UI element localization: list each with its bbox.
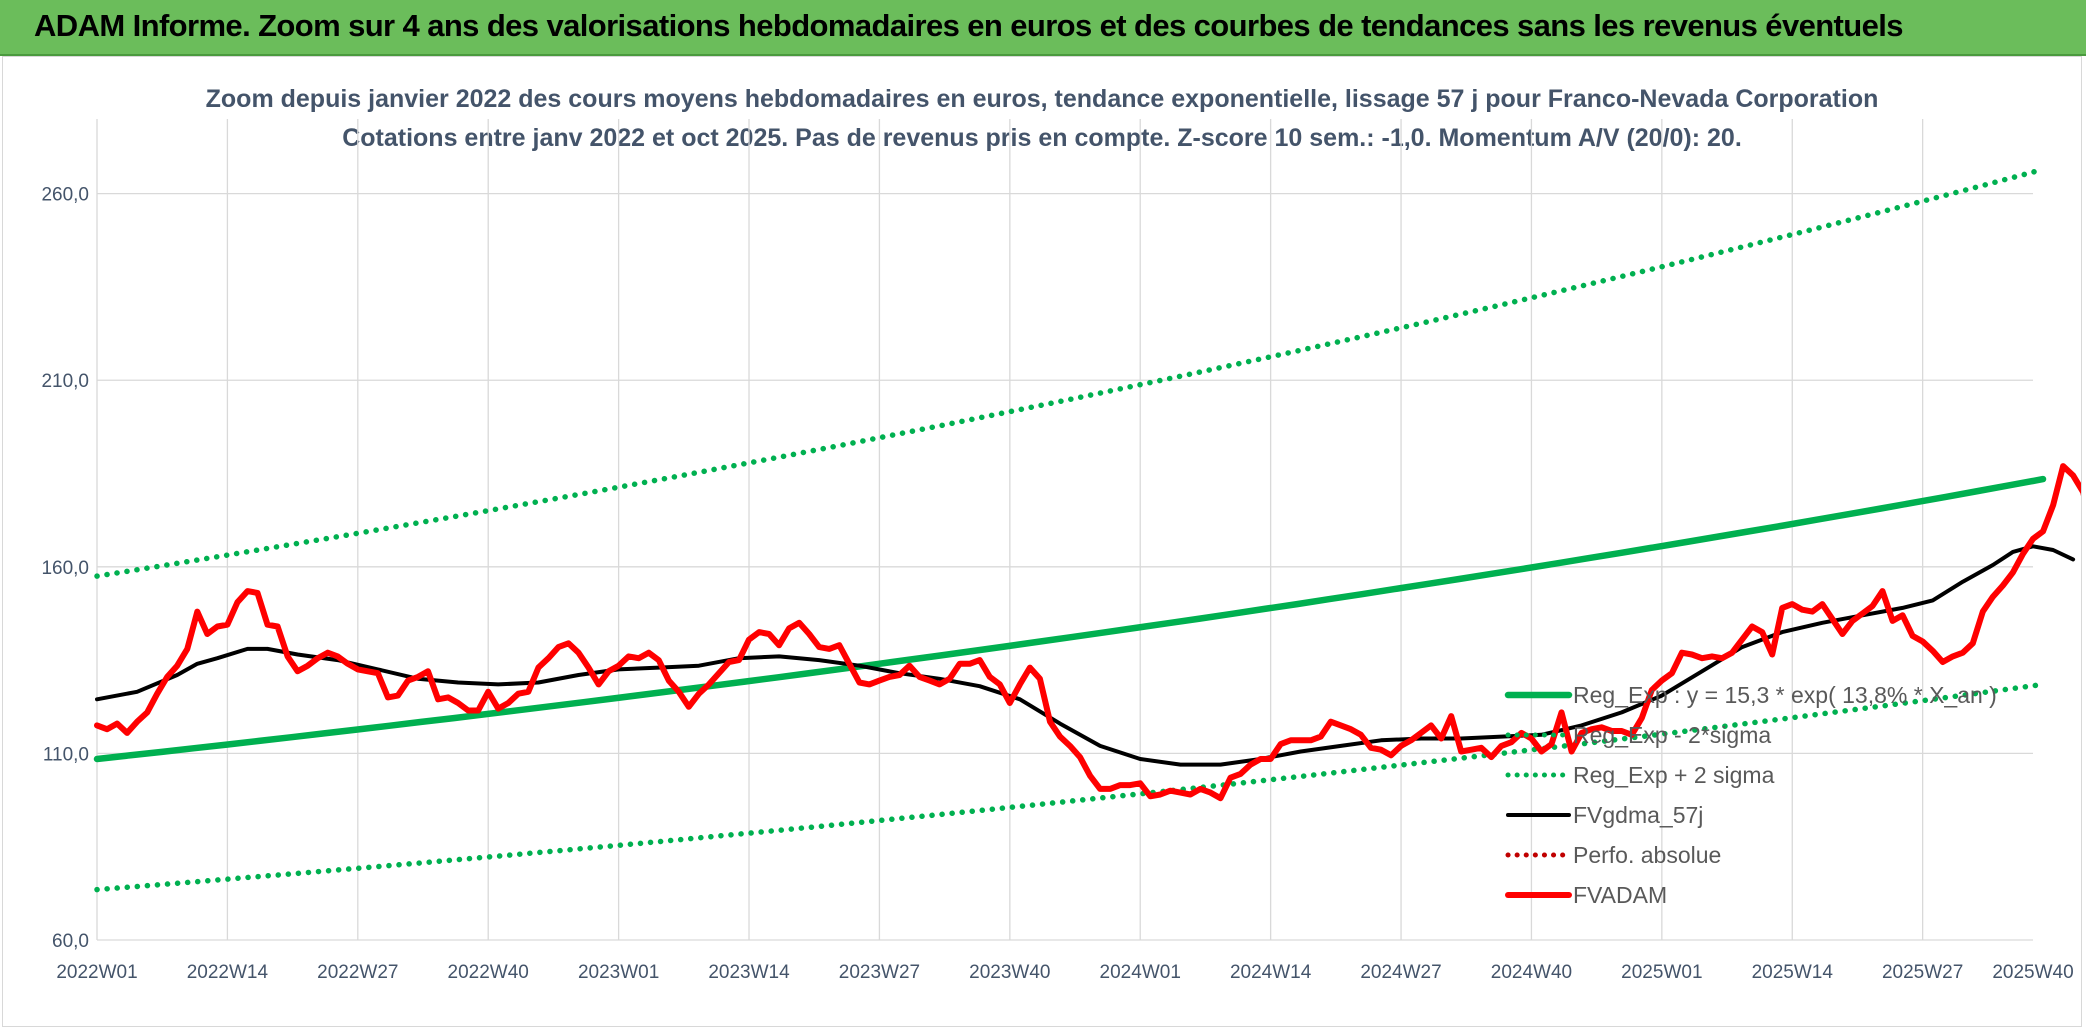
- x-tick-label: 2024W14: [1230, 962, 1312, 983]
- grid-lines: [96, 119, 2033, 941]
- y-tick-label: 110,0: [43, 744, 89, 765]
- chart-area: Zoom depuis janvier 2022 des cours moyen…: [41, 85, 2081, 983]
- x-tick-label: 2025W14: [1752, 962, 1834, 983]
- x-tick-label: 2022W14: [187, 962, 269, 983]
- x-tick-label: 2023W01: [578, 962, 659, 983]
- x-tick-label: 2024W01: [1100, 962, 1181, 983]
- x-tick-label: 2023W14: [708, 962, 790, 983]
- series-line: [93, 475, 2047, 763]
- chart-subtitle: Cotations entre janv 2022 et oct 2025. P…: [342, 124, 1742, 152]
- legend-label: Perfo. absolue: [1573, 842, 1721, 868]
- y-tick-label: 160,0: [41, 558, 89, 579]
- series-line: [94, 463, 2081, 802]
- series-line: [95, 544, 2076, 767]
- legend-label: Reg_Exp - 2*sigma: [1573, 722, 1771, 748]
- y-tick-label: 210,0: [41, 371, 89, 392]
- x-tick-label: 2025W27: [1882, 962, 1963, 983]
- x-tick-label: 2024W27: [1360, 962, 1441, 983]
- title-banner: ADAM Informe. Zoom sur 4 ans des valoris…: [0, 0, 2086, 56]
- chart-frame: Zoom depuis janvier 2022 des cours moyen…: [2, 56, 2082, 1027]
- x-axis-ticks: 2022W01 2022W14 2022W27 2022W40 2023W01 2023W…: [56, 962, 2073, 983]
- x-tick-label: 2022W01: [56, 962, 137, 983]
- y-tick-label: 260,0: [41, 185, 89, 206]
- legend: Reg_Exp : y = 15,3 * exp( 13,8% * X_an )…: [1504, 682, 1997, 908]
- series-line: [94, 681, 2046, 893]
- legend-label: FVADAM: [1573, 882, 1667, 908]
- y-tick-label: 60,0: [52, 931, 89, 952]
- chart-title: Zoom depuis janvier 2022 des cours moyen…: [206, 85, 1879, 113]
- banner-title: ADAM Informe. Zoom sur 4 ans des valoris…: [34, 8, 1904, 43]
- legend-label: Reg_Exp : y = 15,3 * exp( 13,8% * X_an ): [1573, 682, 1997, 708]
- x-tick-label: 2024W40: [1491, 962, 1572, 983]
- x-tick-label: 2022W27: [317, 962, 398, 983]
- legend-label: Reg_Exp + 2 sigma: [1573, 762, 1775, 788]
- legend-label: FVgdma_57j: [1573, 802, 1703, 828]
- x-tick-label: 2023W40: [969, 962, 1050, 983]
- series-lines: [93, 166, 2081, 893]
- x-tick-label: 2023W27: [839, 962, 920, 983]
- x-tick-label: 2025W40: [1992, 962, 2073, 983]
- x-tick-label: 2022W40: [448, 962, 529, 983]
- series-line: [94, 166, 2046, 579]
- x-tick-label: 2025W01: [1621, 962, 1702, 983]
- y-axis-ticks: 60,0 110,0 160,0 210,0 260,0: [41, 185, 89, 952]
